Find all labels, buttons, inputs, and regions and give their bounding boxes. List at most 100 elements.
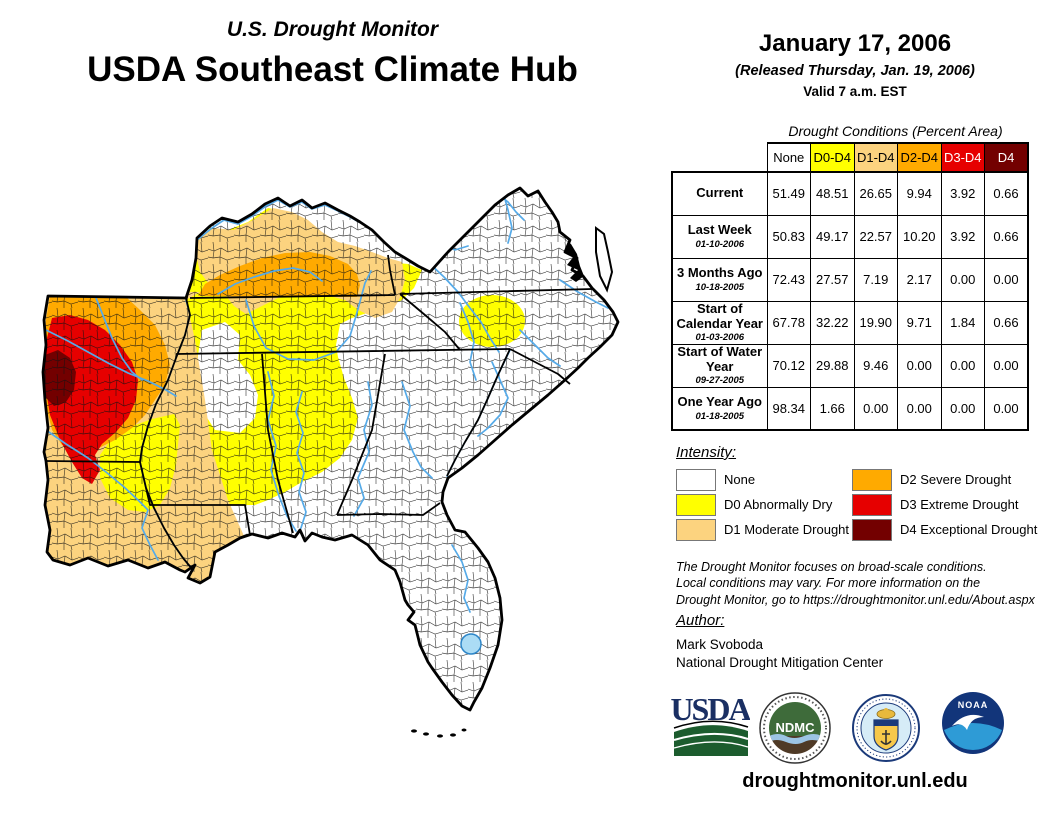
value-cell: 0.66 xyxy=(984,171,1029,216)
intensity-heading: Intensity: xyxy=(676,444,737,461)
value-cell: 67.78 xyxy=(766,300,811,345)
value-cell: 0.00 xyxy=(853,386,898,431)
intensity-legend: None D0 Abnormally Dry D1 Moderate Drought… xyxy=(676,467,1037,542)
map-outline xyxy=(41,186,620,712)
value-cell: 1.66 xyxy=(810,386,855,431)
drought-map xyxy=(0,150,660,810)
value-cell: 98.34 xyxy=(766,386,811,431)
value-cell: 0.00 xyxy=(940,257,985,302)
value-cell: 0.00 xyxy=(940,343,985,388)
author-heading: Author: xyxy=(676,612,725,629)
value-cell: 27.57 xyxy=(810,257,855,302)
drought-table-wrap: None D0-D4 D1-D4 D2-D4 D3-D4 D4 Current 51.49 4… xyxy=(671,142,1029,431)
legend-item: None xyxy=(676,468,852,491)
table-row: One Year Ago 01-18-2005 98.34 1.66 0.00 0.00 0… xyxy=(671,386,1029,431)
value-cell: 9.71 xyxy=(897,300,942,345)
legend-label: D4 Exceptional Drought xyxy=(900,522,1038,537)
legend-label: D0 Abnormally Dry xyxy=(724,497,833,512)
map-date: January 17, 2006 xyxy=(758,30,952,57)
value-cell: 50.83 xyxy=(766,214,811,259)
value-cell: 3.92 xyxy=(940,214,985,259)
legend-item: D1 Moderate Drought xyxy=(676,518,852,541)
delmarva-peninsula xyxy=(595,226,614,293)
value-cell: 19.90 xyxy=(853,300,898,345)
row-label: Start of Calendar Year 01-03-2006 xyxy=(671,300,768,345)
ndmc-logo-text: NDMC xyxy=(776,720,816,735)
column-header: D0-D4 xyxy=(810,142,855,173)
row-label: Current xyxy=(671,171,768,216)
value-cell: 0.00 xyxy=(940,386,985,431)
legend-label: D2 Severe Drought xyxy=(900,472,1012,487)
date-block: January 17, 2006 (Released Thursday, Jan… xyxy=(664,30,1046,99)
table-title: Drought Conditions (Percent Area) xyxy=(788,123,1003,139)
table-header-row: None D0-D4 D1-D4 D2-D4 D3-D4 D4 xyxy=(672,142,1029,173)
value-cell: 0.00 xyxy=(984,386,1029,431)
table-row: Start of Water Year 09-27-2005 70.12 29.88 9… xyxy=(671,343,1029,388)
legend-swatch xyxy=(852,468,892,491)
drought-monitor-url[interactable]: droughtmonitor.unl.edu xyxy=(742,770,968,792)
value-cell: 0.00 xyxy=(984,343,1029,388)
value-cell: 49.17 xyxy=(810,214,855,259)
page-title: USDA Southeast Climate Hub xyxy=(87,50,578,89)
legend-label: D3 Extreme Drought xyxy=(900,497,1019,512)
value-cell: 51.49 xyxy=(766,171,811,216)
disclaimer-line: Drought Monitor, go to https://droughtmo… xyxy=(676,592,1035,607)
legend-label: D1 Moderate Drought xyxy=(724,522,850,537)
lake-okeechobee xyxy=(460,633,482,655)
column-header: D2-D4 xyxy=(897,142,942,173)
corner-cell xyxy=(672,143,767,172)
table-body: Current 51.49 48.51 26.65 9.94 3.92 0.66 Last W… xyxy=(671,171,1029,431)
value-cell: 0.66 xyxy=(984,300,1029,345)
value-cell: 9.46 xyxy=(853,343,898,388)
value-cell: 48.51 xyxy=(810,171,855,216)
value-cell: 0.00 xyxy=(984,257,1029,302)
legend-swatch xyxy=(852,518,892,541)
value-cell: 22.57 xyxy=(853,214,898,259)
value-cell: 32.22 xyxy=(810,300,855,345)
legend-item: D4 Exceptional Drought xyxy=(852,518,1038,541)
value-cell: 0.00 xyxy=(897,386,942,431)
disclaimer-line: The Drought Monitor focuses on broad-sca… xyxy=(676,560,987,574)
noaa-logo-text: NOAA xyxy=(958,700,989,710)
author-org: National Drought Mitigation Center xyxy=(676,655,884,670)
county-texture xyxy=(43,188,618,710)
value-cell: 70.12 xyxy=(766,343,811,388)
table-row: Last Week 01-10-2006 50.83 49.17 22.57 10.20 3… xyxy=(671,214,1029,259)
row-label: 3 Months Ago 10-18-2005 xyxy=(671,257,768,302)
value-cell: 72.43 xyxy=(766,257,811,302)
legend-swatch xyxy=(676,468,716,491)
value-cell: 2.17 xyxy=(897,257,942,302)
value-cell: 26.65 xyxy=(853,171,898,216)
value-cell: 7.19 xyxy=(853,257,898,302)
noaa-logo: NOAA xyxy=(942,692,1004,754)
value-cell: 3.92 xyxy=(940,171,985,216)
row-label: One Year Ago 01-18-2005 xyxy=(671,386,768,431)
report-kicker: U.S. Drought Monitor xyxy=(226,18,439,41)
value-cell: 0.66 xyxy=(984,214,1029,259)
legend-item: D3 Extreme Drought xyxy=(852,493,1037,516)
value-cell: 0.00 xyxy=(897,343,942,388)
legend-label: None xyxy=(724,472,756,487)
legend-swatch xyxy=(676,493,716,516)
value-cell: 10.20 xyxy=(897,214,942,259)
commerce-seal-logo xyxy=(852,694,920,762)
table-row: Current 51.49 48.51 26.65 9.94 3.92 0.66 xyxy=(671,171,1029,216)
florida-keys xyxy=(411,728,467,738)
southeast-map-svg xyxy=(41,186,620,738)
coastal-sounds xyxy=(560,236,584,282)
page-header: U.S. Drought Monitor USDA Southeast Clim… xyxy=(15,18,650,90)
info-panel: January 17, 2006 (Released Thursday, Jan… xyxy=(664,0,1056,816)
row-label: Start of Water Year 09-27-2005 xyxy=(671,343,768,388)
column-header: D1-D4 xyxy=(853,142,898,173)
legend-swatch xyxy=(852,493,892,516)
row-label: Last Week 01-10-2006 xyxy=(671,214,768,259)
column-header: D3-D4 xyxy=(940,142,985,173)
logo-row: USDA NDMC xyxy=(664,690,1056,768)
value-cell: 29.88 xyxy=(810,343,855,388)
legend-item: D0 Abnormally Dry xyxy=(676,493,852,516)
value-cell: 9.94 xyxy=(897,171,942,216)
legend-swatch xyxy=(676,518,716,541)
disclaimer: The Drought Monitor focuses on broad-sca… xyxy=(676,559,1054,608)
state-borders xyxy=(45,254,593,571)
author-name: Mark Svoboda xyxy=(676,637,764,652)
